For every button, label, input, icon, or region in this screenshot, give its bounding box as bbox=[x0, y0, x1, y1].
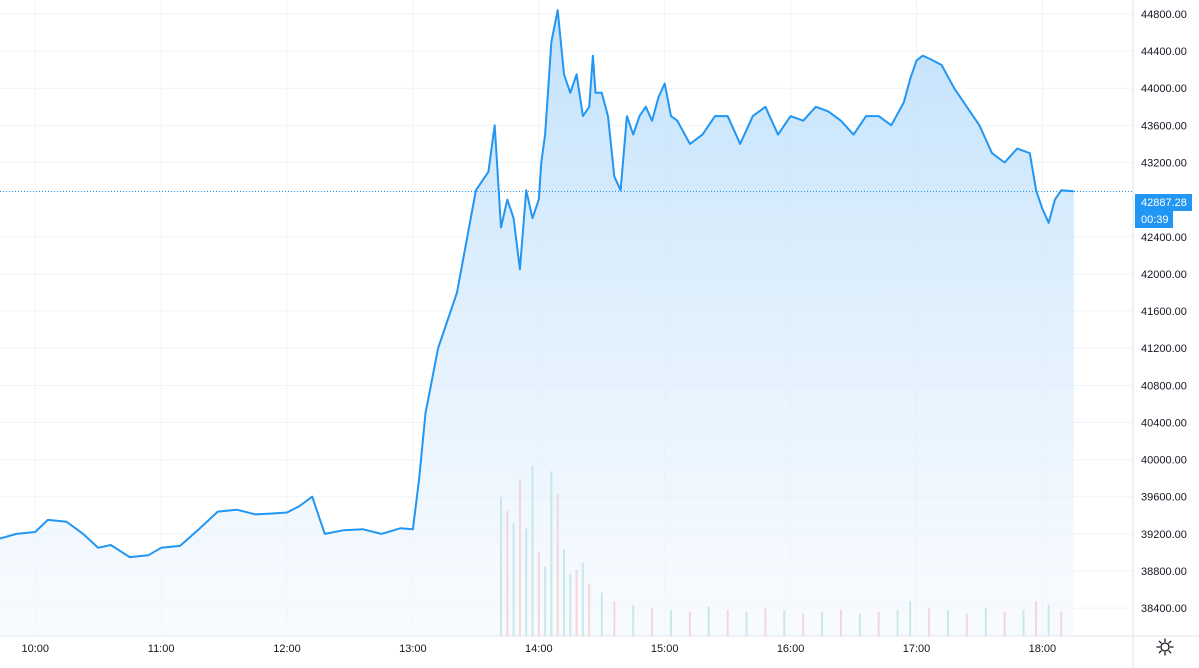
y-tick-label: 38400.00 bbox=[1141, 603, 1187, 615]
x-tick-label: 10:00 bbox=[21, 643, 49, 655]
last-price-tag: 42887.28 00:39 bbox=[1135, 194, 1192, 228]
chart-settings-button[interactable] bbox=[1154, 636, 1176, 658]
y-tick-label: 38800.00 bbox=[1141, 566, 1187, 578]
x-tick-label: 11:00 bbox=[148, 643, 175, 655]
y-tick-label: 44800.00 bbox=[1141, 9, 1187, 21]
y-tick-label: 40000.00 bbox=[1141, 455, 1187, 467]
x-tick-label: 16:00 bbox=[777, 643, 805, 655]
y-tick-label: 42000.00 bbox=[1141, 269, 1187, 281]
last-price-label: 42887.28 bbox=[1141, 197, 1187, 209]
y-tick-label: 39200.00 bbox=[1141, 529, 1187, 541]
y-tick-label: 44400.00 bbox=[1141, 46, 1187, 58]
y-tick-label: 40400.00 bbox=[1141, 417, 1187, 429]
time-axis[interactable]: 10:00 11:00 12:00 13:00 14:00 15:00 16:00 17:00… bbox=[21, 643, 1056, 655]
gear-icon bbox=[1156, 638, 1174, 656]
x-tick-label: 13:00 bbox=[399, 643, 427, 655]
y-tick-label: 44000.00 bbox=[1141, 83, 1187, 95]
x-tick-label: 14:00 bbox=[525, 643, 553, 655]
price-area-fill bbox=[0, 10, 1074, 636]
y-tick-label: 39600.00 bbox=[1141, 492, 1187, 504]
y-tick-label: 41600.00 bbox=[1141, 306, 1187, 318]
x-tick-label: 12:00 bbox=[273, 643, 301, 655]
y-tick-label: 43200.00 bbox=[1141, 157, 1187, 169]
last-price-tag-bg bbox=[1135, 194, 1192, 211]
countdown-tag-bg bbox=[1135, 211, 1173, 228]
y-tick-label: 41200.00 bbox=[1141, 343, 1187, 355]
price-line bbox=[0, 9, 1074, 559]
countdown-label: 00:39 bbox=[1141, 214, 1169, 226]
y-tick-label: 43600.00 bbox=[1141, 120, 1187, 132]
y-tick-label: 42400.00 bbox=[1141, 232, 1187, 244]
x-tick-label: 15:00 bbox=[651, 643, 679, 655]
price-axis[interactable]: 38400.00 38800.00 39200.00 39600.00 40000.00… bbox=[1141, 9, 1187, 615]
x-tick-label: 17:00 bbox=[903, 643, 931, 655]
x-tick-label: 18:00 bbox=[1029, 643, 1057, 655]
y-tick-label: 40800.00 bbox=[1141, 380, 1187, 392]
